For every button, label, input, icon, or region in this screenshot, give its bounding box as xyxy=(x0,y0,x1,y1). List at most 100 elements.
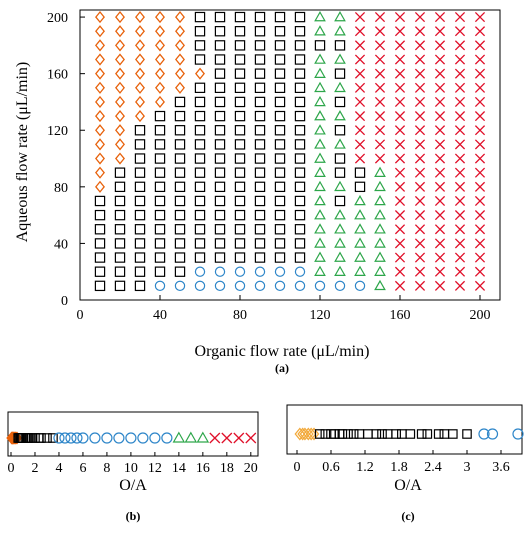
square-marker xyxy=(174,181,186,193)
square-marker xyxy=(214,139,226,150)
x-tick-label: 16 xyxy=(196,461,210,476)
x-tick-label: 1.2 xyxy=(356,460,374,475)
square-marker xyxy=(94,224,106,235)
circle-marker xyxy=(274,280,286,292)
cross-marker xyxy=(374,54,386,65)
cross-marker xyxy=(474,280,486,291)
triangle-marker xyxy=(334,11,346,22)
square-marker xyxy=(214,224,226,235)
square-marker xyxy=(234,195,246,207)
diamond-marker xyxy=(95,166,105,179)
cross-marker xyxy=(454,12,466,23)
triangle-marker xyxy=(334,251,346,262)
triangle-marker xyxy=(172,431,186,443)
cross-marker xyxy=(374,153,386,164)
cross-marker xyxy=(434,139,446,150)
square-marker xyxy=(234,181,246,193)
cross-marker xyxy=(221,432,233,444)
triangle-marker xyxy=(184,431,198,443)
square-marker xyxy=(214,125,226,136)
circle-marker xyxy=(512,428,524,440)
diamond-marker xyxy=(155,25,165,38)
cross-marker xyxy=(454,266,466,277)
square-marker xyxy=(214,195,226,207)
square-marker xyxy=(194,238,206,249)
square-marker xyxy=(234,153,246,164)
diamond-marker xyxy=(305,427,317,441)
diamond-marker xyxy=(115,67,125,80)
panel-a-xlabel: Organic flow rate (μL/min) xyxy=(195,343,370,360)
square-marker xyxy=(354,429,365,439)
circle-marker xyxy=(214,266,226,277)
diamond-marker xyxy=(115,124,125,137)
cross-marker xyxy=(454,153,466,164)
square-marker xyxy=(294,54,306,65)
square-marker xyxy=(439,429,450,439)
cross-marker xyxy=(434,26,446,37)
square-marker xyxy=(234,224,246,235)
cross-marker xyxy=(414,280,426,291)
triangle-marker xyxy=(354,209,366,220)
square-marker xyxy=(134,238,146,249)
cross-marker xyxy=(394,266,406,277)
triangle-marker xyxy=(374,237,386,248)
diamond-marker xyxy=(175,81,185,94)
y-tick-label: 80 xyxy=(54,181,68,196)
square-marker xyxy=(294,82,306,94)
circle-marker xyxy=(174,280,186,292)
cross-marker xyxy=(434,252,446,263)
square-marker xyxy=(234,252,246,263)
cross-marker xyxy=(434,54,446,65)
cross-marker xyxy=(434,195,446,207)
square-marker xyxy=(42,433,52,443)
triangle-marker xyxy=(334,180,346,192)
triangle-marker xyxy=(196,431,210,443)
triangle-marker xyxy=(314,166,326,177)
circle-marker xyxy=(334,280,346,292)
square-marker xyxy=(234,139,246,150)
diamond-marker xyxy=(135,39,145,52)
cross-marker xyxy=(474,125,486,136)
square-marker xyxy=(134,181,146,193)
square-marker xyxy=(174,125,186,136)
circle-marker xyxy=(254,266,266,277)
diamond-marker xyxy=(155,10,165,24)
square-marker xyxy=(294,167,306,178)
cross-marker xyxy=(434,40,446,51)
square-marker xyxy=(234,238,246,249)
triangle-marker xyxy=(314,110,326,121)
diamond-marker xyxy=(115,138,125,151)
cross-marker xyxy=(394,195,406,207)
cross-marker xyxy=(394,111,406,122)
square-marker xyxy=(134,280,146,292)
square-marker xyxy=(214,181,226,193)
square-marker xyxy=(294,224,306,235)
cross-marker xyxy=(454,181,466,192)
square-marker xyxy=(114,238,126,249)
square-marker xyxy=(94,238,106,249)
cross-marker xyxy=(474,266,486,277)
square-marker xyxy=(348,429,359,439)
square-marker xyxy=(214,167,226,178)
cross-marker xyxy=(354,153,366,164)
square-marker xyxy=(422,429,433,439)
cross-marker xyxy=(474,139,486,150)
cross-marker xyxy=(454,252,466,263)
square-marker xyxy=(174,252,186,263)
square-marker xyxy=(154,238,166,249)
square-marker xyxy=(114,181,126,193)
square-marker xyxy=(94,209,106,221)
square-marker xyxy=(274,209,286,221)
square-marker xyxy=(274,54,286,65)
square-marker xyxy=(254,82,266,94)
square-marker xyxy=(154,209,166,221)
cross-marker xyxy=(394,153,406,164)
y-tick-label: 0 xyxy=(61,294,68,309)
diamond-marker xyxy=(175,25,185,38)
square-marker xyxy=(294,40,306,51)
cross-marker xyxy=(454,26,466,37)
panel-a-ylabel: Aqueous flow rate (μL/min) xyxy=(14,62,31,243)
diamond-marker xyxy=(155,95,165,109)
square-marker xyxy=(334,167,346,178)
square-marker xyxy=(334,125,346,136)
